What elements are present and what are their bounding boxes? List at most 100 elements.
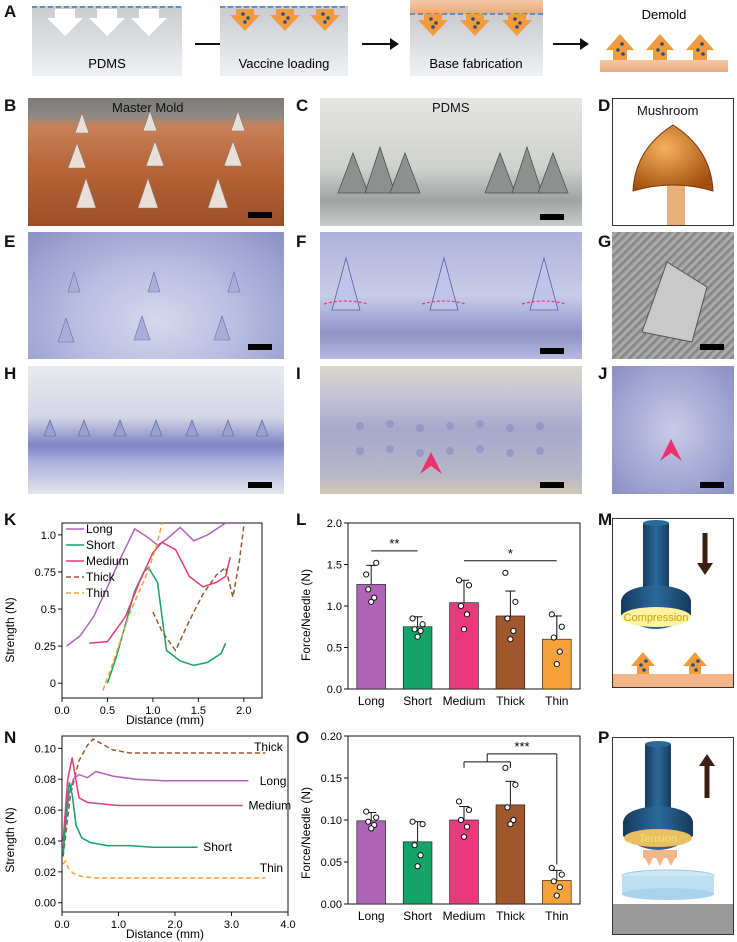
data-point bbox=[553, 661, 560, 668]
data-point bbox=[502, 764, 509, 772]
series-line-thick bbox=[62, 738, 266, 857]
label-compression: Compression bbox=[624, 612, 689, 624]
y-tick-label: 0.02 bbox=[35, 867, 56, 879]
x-tick-label: 0.0 bbox=[54, 705, 69, 717]
data-point bbox=[363, 571, 370, 578]
panel-letter-n: N bbox=[4, 728, 17, 747]
series-label-short: Short bbox=[203, 840, 232, 854]
n-xlabel: Distance (mm) bbox=[126, 927, 204, 941]
category-label-short: Short bbox=[403, 909, 432, 923]
sem-microneedle-photo bbox=[612, 232, 734, 359]
category-label-medium: Medium bbox=[443, 909, 486, 923]
data-point bbox=[504, 804, 511, 811]
data-point bbox=[419, 621, 426, 628]
series-label-thin: Thin bbox=[260, 861, 283, 875]
data-point bbox=[512, 781, 519, 788]
category-label-short: Short bbox=[403, 694, 432, 708]
data-point bbox=[550, 634, 557, 641]
data-point bbox=[507, 636, 514, 643]
data-point bbox=[411, 626, 418, 633]
k-ylabel: Strength (N) bbox=[3, 597, 17, 662]
bar-medium bbox=[449, 602, 479, 690]
data-point bbox=[512, 598, 519, 605]
category-label-medium: Medium bbox=[443, 694, 486, 708]
process-schematic: PDMS Vaccine loading Base fabrication De… bbox=[32, 0, 728, 76]
k-xlabel: Distance (mm) bbox=[126, 713, 204, 727]
demolded-patch bbox=[600, 34, 728, 72]
series-line-thin bbox=[62, 859, 266, 879]
series-line-thin bbox=[102, 523, 163, 691]
sig-label: ** bbox=[389, 536, 399, 551]
microneedle-side-photo-e bbox=[28, 232, 284, 359]
data-point bbox=[368, 598, 375, 605]
data-point bbox=[548, 611, 555, 618]
panel-letter-g: G bbox=[598, 232, 612, 251]
pink-arrowhead-icon bbox=[660, 439, 682, 461]
category-label-long: Long bbox=[358, 694, 385, 708]
panel-letter-p: P bbox=[598, 728, 610, 747]
series-label-long: Long bbox=[260, 774, 287, 788]
series-line-short bbox=[62, 782, 198, 857]
bar-thick bbox=[495, 615, 526, 690]
data-point bbox=[457, 602, 465, 610]
x-tick-label: 3.0 bbox=[224, 919, 239, 931]
mushroom-illustration: Mushroom bbox=[612, 98, 734, 226]
y-tick-label: 0.20 bbox=[321, 731, 342, 743]
chart-l-force-bars: 0.0 0.5 1.0 1.5 2.0 Long Short Medium Thick Thin *… bbox=[299, 518, 581, 708]
panel-letter-h: H bbox=[4, 364, 17, 383]
data-point bbox=[556, 884, 563, 891]
data-point bbox=[548, 864, 555, 871]
data-point bbox=[419, 821, 426, 828]
y-tick-label: 1.0 bbox=[327, 601, 342, 613]
photo-label-pdms: PDMS bbox=[432, 100, 470, 115]
data-point bbox=[457, 816, 465, 824]
bar-thin bbox=[542, 880, 572, 905]
x-tick-label: 1.5 bbox=[191, 705, 206, 717]
y-tick-label: 0.10 bbox=[35, 743, 56, 755]
sig-label: * bbox=[508, 546, 513, 561]
label-tension: Tension bbox=[639, 833, 677, 845]
series-line-medium bbox=[89, 541, 231, 644]
y-tick-label: 0.00 bbox=[35, 898, 56, 910]
panel-letter-o: O bbox=[296, 728, 310, 747]
pdms-mold-photo: PDMS bbox=[320, 98, 582, 226]
patch-top-photo-i bbox=[320, 366, 582, 494]
data-point bbox=[463, 611, 471, 618]
x-tick-label: 0.0 bbox=[54, 919, 69, 931]
data-point bbox=[460, 626, 468, 633]
data-point bbox=[455, 577, 463, 584]
y-tick-label: 0.08 bbox=[35, 774, 56, 786]
tension-illustration: Tension bbox=[612, 737, 734, 935]
category-label-long: Long bbox=[358, 909, 385, 923]
x-tick-label: 1.0 bbox=[145, 705, 160, 717]
panel-letter-e: E bbox=[4, 232, 16, 251]
y-tick-label: 1.5 bbox=[327, 560, 342, 572]
vaccine-loading-block bbox=[220, 6, 348, 76]
category-label-thick: Thick bbox=[496, 694, 526, 708]
y-tick-label: 0.5 bbox=[327, 643, 342, 655]
chart-o-force-bars: 0.00 0.05 0.10 0.15 0.20 Long Short Medium Thick… bbox=[299, 731, 581, 923]
n-ylabel: Strength (N) bbox=[3, 807, 17, 872]
panel-letter-a: A bbox=[4, 2, 17, 21]
y-tick-label: 0.75 bbox=[35, 567, 56, 579]
data-point bbox=[504, 615, 511, 622]
data-point bbox=[502, 569, 509, 576]
l-ylabel: Force/Needle (N) bbox=[299, 569, 313, 661]
data-point bbox=[558, 871, 565, 878]
data-point bbox=[465, 582, 473, 589]
legend-label-medium: Medium bbox=[86, 554, 129, 568]
data-point bbox=[363, 808, 370, 815]
pink-arrowhead-icon bbox=[420, 452, 442, 474]
data-point bbox=[373, 814, 380, 821]
y-tick-label: 0.10 bbox=[321, 815, 342, 827]
chart-n-tension-curves: 0.0 1.0 2.0 3.0 4.0 0.00 0.02 0.04 0.06 0.08 0.10 T… bbox=[3, 735, 296, 941]
compression-illustration: Compression bbox=[612, 518, 734, 688]
y-tick-label: 2.0 bbox=[327, 518, 342, 530]
step-label-vaccine-loading: Vaccine loading bbox=[239, 56, 330, 71]
series-line-long bbox=[66, 523, 227, 647]
data-point bbox=[460, 833, 468, 840]
panel-letter-k: K bbox=[4, 510, 17, 529]
panel-letter-b: B bbox=[4, 96, 17, 115]
y-tick-label: 0.04 bbox=[35, 836, 56, 848]
step-label-base-fabrication: Base fabrication bbox=[429, 56, 522, 71]
